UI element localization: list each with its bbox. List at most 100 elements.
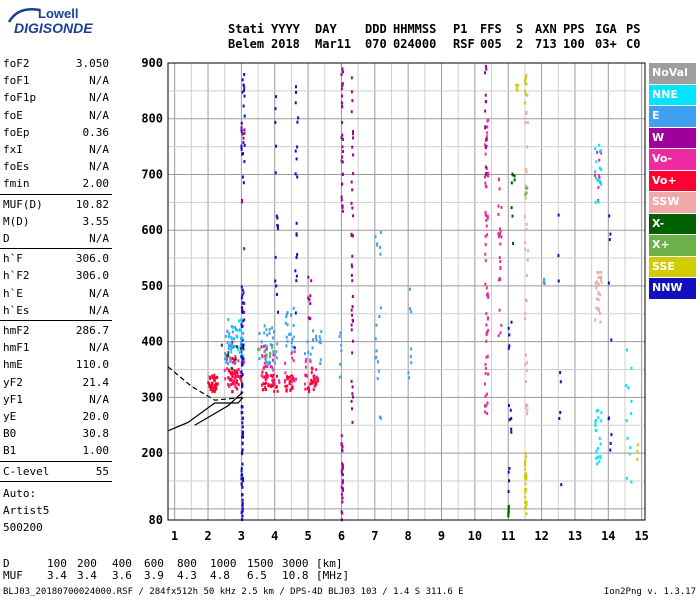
echo-point [350, 399, 353, 403]
echo-point [223, 357, 226, 361]
echo-point [525, 379, 528, 383]
echo-point [597, 282, 600, 286]
logo-text-lowell: Lowell [38, 6, 79, 21]
echo-point [350, 76, 353, 80]
file-info-footer: BLJ03_20180700024000.RSF / 284fx512h 50 … [3, 587, 464, 597]
echo-point [339, 362, 342, 366]
parameter-value: N/A [89, 160, 109, 174]
echo-point [303, 352, 306, 356]
parameter-value: N/A [89, 232, 109, 245]
echo-point [597, 455, 600, 459]
echo-point [341, 473, 344, 477]
echo-point [525, 404, 528, 408]
echo-point [306, 374, 309, 378]
echo-point [523, 317, 526, 321]
echo-point [596, 178, 599, 182]
echo-point [308, 388, 311, 392]
echo-point [340, 485, 343, 489]
echo-point [258, 348, 261, 352]
echo-point [240, 483, 243, 487]
echo-point [508, 466, 511, 470]
echo-point [243, 360, 246, 364]
echo-point [241, 504, 244, 508]
echo-point [486, 354, 489, 358]
echo-point [340, 349, 343, 353]
echo-point [306, 340, 309, 344]
echo-point [241, 338, 244, 342]
echo-point [264, 386, 267, 390]
echo-point [233, 361, 236, 365]
echo-point [407, 371, 410, 375]
echo-point [231, 340, 234, 344]
echo-point [231, 367, 234, 371]
echo-point [340, 94, 343, 98]
echo-point [225, 367, 228, 371]
echo-point [233, 376, 236, 380]
echo-point [231, 360, 234, 364]
echo-point [241, 288, 244, 292]
echo-point [288, 379, 291, 383]
echo-point [598, 311, 601, 315]
echo-point [351, 351, 354, 355]
echo-point [290, 383, 293, 387]
parameter-value: 30.8 [82, 427, 110, 441]
echo-point [341, 204, 344, 208]
echo-point [524, 298, 527, 302]
echo-point [271, 375, 274, 379]
echo-point [275, 350, 278, 354]
parameter-row: h`F 306.0 [0, 250, 112, 267]
echo-point [261, 355, 264, 359]
echo-point [276, 389, 279, 393]
echo-point [377, 369, 380, 373]
echo-point [497, 278, 500, 282]
parameter-name: C-level [3, 464, 50, 478]
echo-point [525, 274, 528, 278]
echo-point [609, 232, 612, 236]
echo-point [227, 335, 230, 339]
echo-point [270, 374, 273, 378]
y-tick-label: 400 [141, 335, 163, 349]
parameter-name: hmF1 [3, 341, 30, 355]
echo-point [525, 186, 528, 190]
echo-point [229, 347, 232, 351]
x-tick-label: 6 [338, 529, 345, 543]
echo-point [338, 334, 341, 338]
echo-point [524, 500, 527, 504]
echo-point [379, 252, 382, 256]
echo-point [235, 375, 238, 379]
echo-point [292, 376, 295, 380]
echo-point [596, 462, 599, 466]
echo-point [240, 145, 243, 149]
table-cell: 3.4 [77, 569, 97, 582]
echo-point [241, 336, 244, 340]
echo-point [270, 383, 273, 387]
echo-point [507, 506, 510, 510]
x-tick-label: 14 [601, 529, 615, 543]
echo-point [275, 385, 278, 389]
parameter-row: B0 30.8 [0, 425, 112, 442]
echo-point [352, 136, 355, 140]
parameter-separator [0, 460, 112, 462]
echo-point [295, 255, 298, 259]
echo-point [241, 514, 244, 518]
echo-point [213, 373, 216, 377]
x-tick-label: 11 [501, 529, 515, 543]
echo-point [229, 356, 232, 360]
echo-point [286, 311, 289, 315]
digisonde-logo: Lowell DIGISONDE [6, 4, 93, 38]
echo-point [291, 345, 294, 349]
echo-point [597, 185, 600, 189]
echo-point [608, 214, 611, 218]
echo-point [351, 99, 354, 103]
y-tick-label: 200 [141, 446, 163, 460]
echo-point [239, 350, 242, 354]
echo-point [510, 430, 513, 434]
echo-point [236, 328, 239, 332]
echo-point [510, 181, 513, 185]
echo-point [209, 377, 212, 381]
echo-point [265, 371, 268, 375]
echo-point [275, 144, 278, 148]
table-cell: 10.8 [282, 569, 309, 582]
echo-point [340, 510, 343, 514]
echo-point [486, 412, 489, 416]
